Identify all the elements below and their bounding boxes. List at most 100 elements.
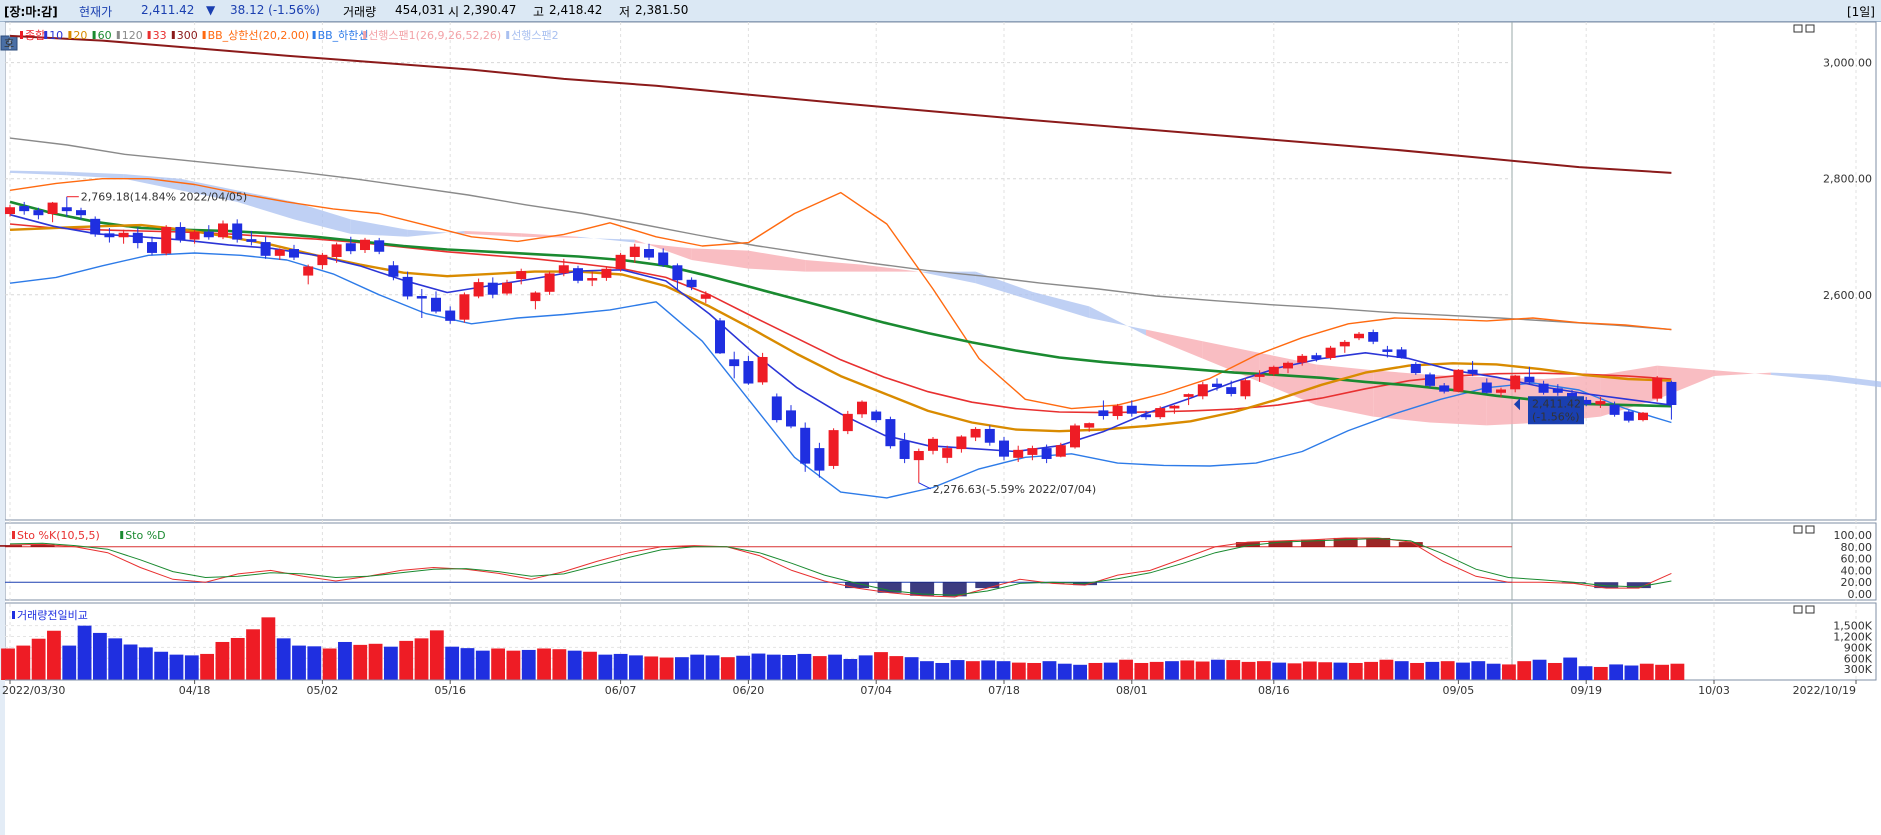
candle-body bbox=[644, 249, 654, 258]
candle-body bbox=[729, 359, 740, 367]
volume-bar bbox=[736, 655, 751, 680]
oversold-fill bbox=[1561, 582, 1586, 584]
panel-close-icon[interactable] bbox=[1805, 24, 1815, 33]
volume-bar bbox=[1333, 662, 1348, 680]
panel-maximize-icon[interactable] bbox=[1793, 605, 1803, 614]
candle-body bbox=[1254, 374, 1265, 377]
candle-body bbox=[1552, 388, 1563, 393]
volume-value: 454,031 bbox=[395, 3, 445, 17]
volume-bar bbox=[981, 660, 996, 680]
candle-body bbox=[61, 207, 72, 212]
candle-body bbox=[459, 294, 470, 320]
ichimoku-cloud-segment bbox=[1089, 306, 1146, 336]
candle-body bbox=[1368, 332, 1379, 342]
candle-body bbox=[1467, 369, 1478, 374]
candle-body bbox=[189, 231, 200, 240]
legend-item: 선행스팬2 bbox=[511, 29, 558, 42]
volume-bar bbox=[445, 646, 460, 680]
candle-body bbox=[132, 232, 143, 244]
market-status: [장:마:감] bbox=[4, 5, 58, 19]
candle-body bbox=[260, 242, 271, 256]
high-label: 고 bbox=[533, 5, 545, 19]
overbought-fill bbox=[1398, 542, 1423, 547]
legend-item: 33 bbox=[153, 29, 167, 42]
volume-bar bbox=[1609, 664, 1624, 680]
overbought-fill bbox=[1366, 537, 1391, 547]
x-tick-label: 09/19 bbox=[1570, 684, 1602, 697]
stochastic-tick-label: 60.00 bbox=[1841, 553, 1873, 566]
volume-bar bbox=[1624, 665, 1639, 680]
oversold-fill bbox=[1626, 582, 1651, 589]
volume-bar bbox=[1302, 661, 1317, 680]
volume-bar bbox=[1134, 662, 1149, 680]
x-tick-label: 08/01 bbox=[1116, 684, 1148, 697]
volume-bar bbox=[567, 650, 582, 680]
stochastic-tick-label: 0.00 bbox=[1848, 588, 1873, 601]
ichimoku-cloud-segment bbox=[407, 229, 465, 237]
volume-bar bbox=[644, 656, 659, 680]
x-tick-label: 05/02 bbox=[307, 684, 339, 697]
volume-bar bbox=[292, 645, 306, 680]
volume-bar bbox=[1517, 661, 1532, 680]
volume-bar bbox=[1180, 660, 1195, 680]
candle-body bbox=[573, 268, 583, 281]
volume-bar bbox=[690, 654, 705, 680]
volume-bar bbox=[506, 650, 521, 680]
ichimoku-cloud-segment bbox=[521, 233, 578, 238]
volume-bar bbox=[858, 655, 873, 680]
candle-body bbox=[1354, 333, 1364, 339]
panel-maximize-icon[interactable] bbox=[1793, 525, 1803, 534]
volume-bar bbox=[1241, 661, 1256, 680]
volume-bar bbox=[475, 650, 490, 680]
oversold-fill bbox=[942, 582, 967, 597]
ichimoku-cloud-segment bbox=[294, 201, 351, 234]
volume-bar bbox=[414, 638, 429, 680]
panel-menu-icon[interactable] bbox=[0, 35, 18, 51]
volume-bar bbox=[169, 654, 184, 680]
x-tick-label: 07/18 bbox=[988, 684, 1020, 697]
overbought-fill bbox=[30, 544, 55, 547]
volume-bar bbox=[1211, 659, 1225, 680]
panel-close-icon[interactable] bbox=[1805, 525, 1815, 534]
volume-bar bbox=[1226, 660, 1241, 680]
volume-bar bbox=[138, 647, 153, 680]
x-tick-label: 08/16 bbox=[1258, 684, 1290, 697]
volume-bar bbox=[31, 638, 46, 680]
volume-bar bbox=[1670, 663, 1685, 680]
legend-swatch bbox=[506, 31, 510, 39]
candle-body bbox=[658, 252, 669, 266]
price-tick-label: 2,800.00 bbox=[1823, 173, 1872, 186]
stochastic-tick-label: 100.00 bbox=[1834, 529, 1873, 542]
period-selector[interactable]: [1일] bbox=[1846, 5, 1875, 19]
stochastic-tick-label: 20.00 bbox=[1841, 576, 1873, 589]
candle-body bbox=[700, 294, 711, 299]
volume-bar bbox=[1547, 662, 1562, 680]
legend-swatch bbox=[20, 31, 23, 39]
legend-item: 종합 bbox=[25, 29, 45, 42]
oversold-fill bbox=[975, 582, 1000, 589]
candle-body bbox=[1226, 387, 1237, 394]
volume-bar bbox=[338, 641, 352, 680]
price-change: 38.12 (-1.56%) bbox=[230, 3, 320, 17]
candle-body bbox=[1524, 376, 1535, 383]
panel-maximize-icon[interactable] bbox=[1793, 24, 1803, 33]
volume-legend-item: 거래량전일비교 bbox=[17, 608, 88, 622]
panel-close-icon[interactable] bbox=[1805, 605, 1815, 614]
sto-d-line bbox=[9, 537, 1672, 596]
volume-bar bbox=[368, 643, 383, 680]
volume-bar bbox=[1348, 662, 1363, 680]
candle-body bbox=[1027, 448, 1038, 455]
ichimoku-cloud-segment bbox=[1032, 291, 1090, 319]
candle-body bbox=[431, 297, 441, 312]
candle-body bbox=[1481, 382, 1492, 393]
ichimoku-cloud-segment bbox=[578, 236, 635, 243]
candle-body bbox=[629, 246, 640, 257]
candle-body bbox=[786, 410, 796, 427]
volume-bar bbox=[1440, 661, 1455, 680]
candle-body bbox=[1609, 404, 1620, 415]
legend-swatch bbox=[12, 531, 15, 539]
volume-bar bbox=[751, 653, 766, 680]
candle-body bbox=[771, 396, 782, 421]
volume-bar bbox=[659, 657, 674, 680]
